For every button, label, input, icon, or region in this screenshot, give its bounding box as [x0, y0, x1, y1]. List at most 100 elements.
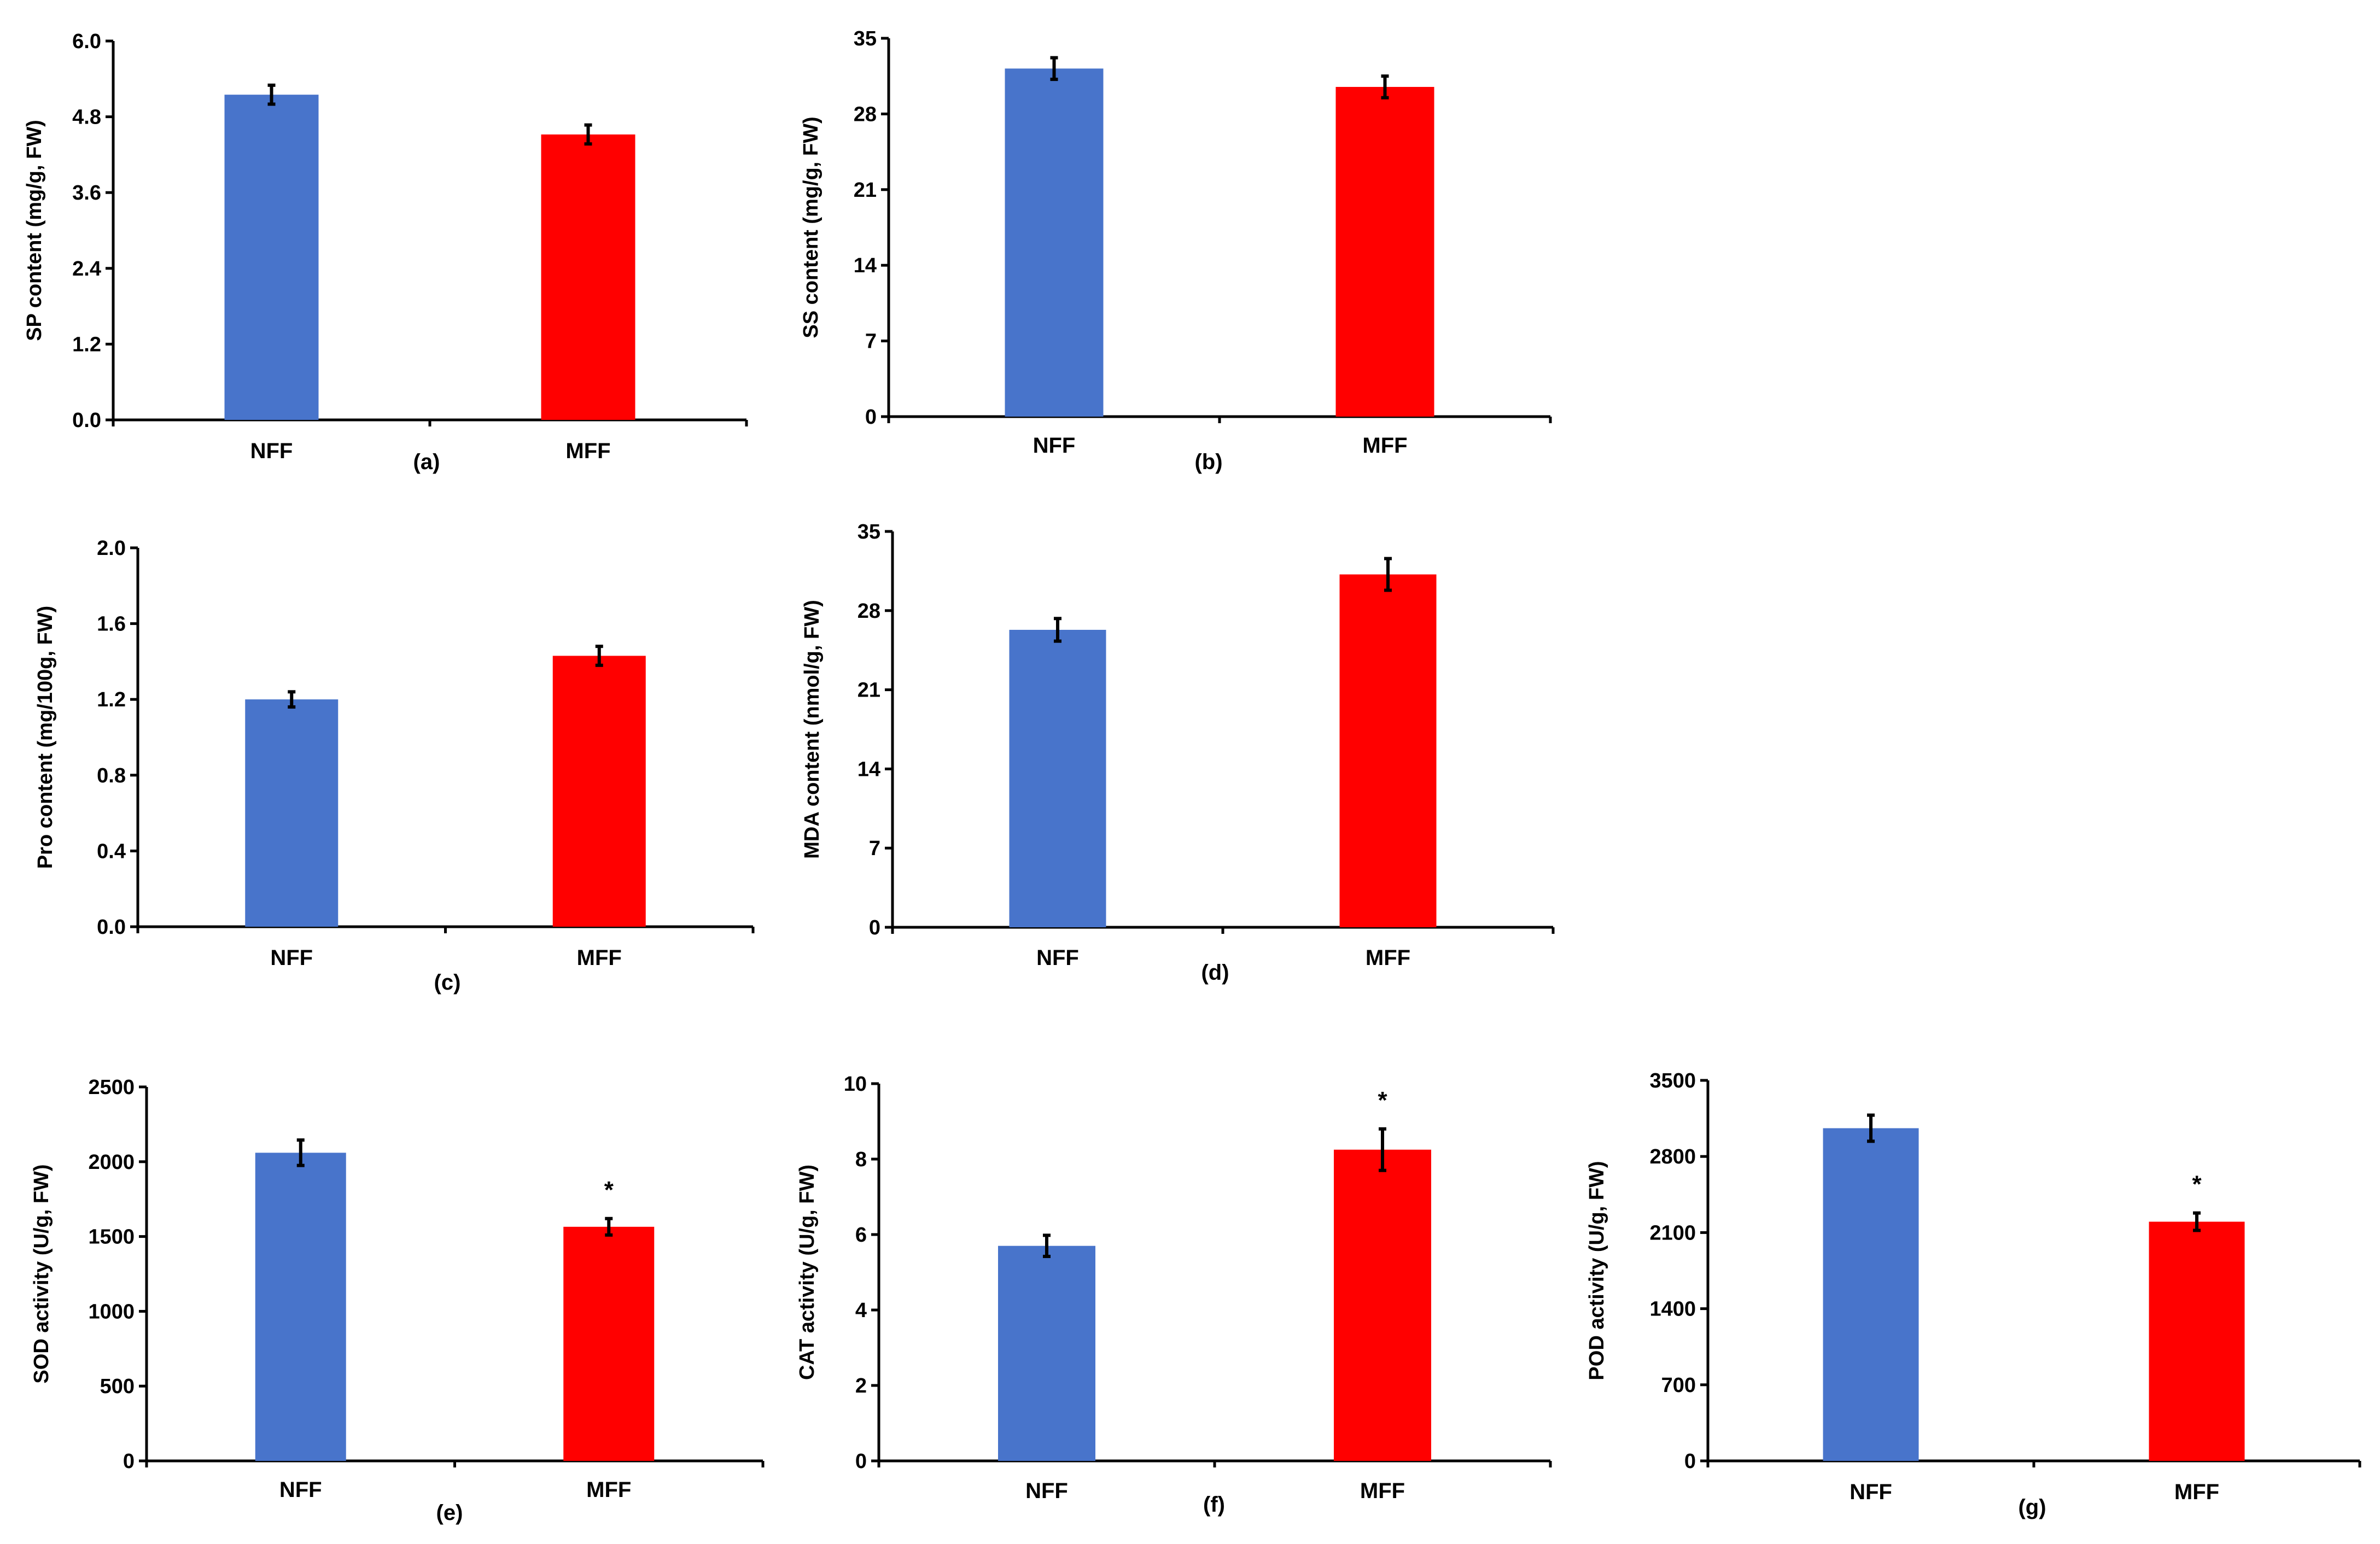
y-tick-label: 0.4: [97, 840, 126, 863]
y-tick-label: 2.4: [72, 258, 101, 280]
y-tick-label: 4.8: [72, 106, 101, 129]
x-category-label: MFF: [586, 1478, 631, 1502]
x-category-label: NFF: [1033, 434, 1076, 458]
y-tick-label: 0.8: [97, 764, 126, 787]
chart-panel-d: 0 7 14 21 28 35 NFF MFF MDA content (nmol/g, FW)…: [788, 508, 1575, 1001]
subplot-label: (f): [1203, 1493, 1225, 1517]
y-tick-label: 14: [854, 254, 877, 277]
y-tick-label: 1000: [88, 1300, 135, 1323]
bar-nff: [245, 699, 339, 927]
bar-mff: [1335, 86, 1434, 417]
subplot-label: (g): [2018, 1495, 2046, 1519]
x-category-label: MFF: [565, 439, 610, 463]
bar-mff: [1334, 1149, 1431, 1461]
y-tick-label: 14: [858, 758, 880, 781]
y-axis-title: SOD activity (U/g, FW): [30, 1164, 53, 1383]
bar-nff: [1009, 629, 1106, 927]
y-tick-label: 2800: [1649, 1145, 1696, 1168]
bar-nff: [1005, 68, 1104, 417]
subplot-label: (b): [1194, 450, 1222, 474]
y-tick-label: 7: [865, 330, 877, 353]
y-tick-label: 0: [123, 1450, 135, 1473]
y-tick-label: 6.0: [72, 30, 101, 53]
y-axis-title: MDA content (nmol/g, FW): [801, 600, 824, 859]
y-tick-label: 3.6: [72, 182, 101, 204]
x-category-label: MFF: [1360, 1479, 1405, 1503]
y-tick-label: 21: [854, 179, 877, 202]
chart-svg: 0 7 14 21 28 35 NFF MFF MDA content (nmol/g, FW)…: [801, 520, 1555, 985]
y-axis-title: CAT activity (U/g, FW): [796, 1165, 819, 1380]
bar-mff: [2149, 1221, 2245, 1461]
x-category-label: NFF: [250, 439, 293, 463]
chart-panel-c: 0.0 0.4 0.8 1.2 1.6 2.0 NFF MFF Pro content (mg/…: [0, 508, 788, 1001]
x-category-label: NFF: [270, 946, 313, 970]
y-tick-label: 10: [844, 1073, 867, 1096]
chart-svg: 0 700 1400 2100 2800 3500 NFF * MFF POD activity …: [1585, 1069, 2361, 1519]
x-category-label: MFF: [1366, 946, 1410, 970]
y-axis-title: POD activity (U/g, FW): [1585, 1161, 1608, 1380]
y-tick-label: 2.0: [97, 537, 126, 560]
bar-mff: [563, 1226, 655, 1461]
y-axis-title: Pro content (mg/100g, FW): [34, 606, 57, 869]
x-category-label: NFF: [1036, 946, 1079, 970]
y-tick-label: 2000: [88, 1151, 135, 1174]
y-tick-label: 1.2: [72, 333, 101, 356]
subplot-label: (c): [434, 970, 461, 995]
y-tick-label: 0.0: [97, 916, 126, 939]
bar-nff: [224, 95, 319, 420]
chart-svg: 0 7 14 21 28 35 NFF MFF SS content (mg/g, FW) (b): [800, 27, 1552, 474]
subplot-label: (e): [436, 1501, 463, 1525]
chart-panel-e: 0 500 1000 1500 2000 2500 NFF * MFF SOD activity …: [0, 1039, 788, 1544]
x-category-label: NFF: [1025, 1479, 1068, 1503]
y-tick-label: 500: [100, 1375, 135, 1398]
significance-marker: *: [2192, 1171, 2202, 1198]
y-tick-label: 2: [855, 1375, 867, 1397]
significance-marker: *: [1378, 1087, 1387, 1114]
y-tick-label: 2500: [88, 1076, 135, 1099]
x-category-label: NFF: [279, 1478, 322, 1502]
chart-panel-b: 0 7 14 21 28 35 NFF MFF SS content (mg/g, FW) (b): [788, 0, 1575, 492]
bar-nff: [998, 1245, 1095, 1461]
y-tick-label: 1.2: [97, 688, 126, 711]
x-category-label: MFF: [1362, 434, 1407, 458]
y-tick-label: 21: [858, 679, 880, 702]
y-axis-title: SS content (mg/g, FW): [800, 116, 822, 338]
y-tick-label: 8: [855, 1148, 867, 1171]
x-category-label: NFF: [1850, 1480, 1892, 1504]
y-tick-label: 28: [854, 103, 877, 126]
bar-mff: [1339, 574, 1437, 927]
y-axis-title: SP content (mg/g, FW): [23, 120, 46, 341]
y-tick-label: 3500: [1649, 1069, 1696, 1092]
bar-nff: [1823, 1128, 1919, 1461]
chart-svg: 0.0 0.4 0.8 1.2 1.6 2.0 NFF MFF Pro content (mg/…: [34, 537, 755, 995]
y-tick-label: 35: [854, 27, 877, 50]
bar-nff: [255, 1153, 346, 1461]
subplot-label: (d): [1201, 961, 1229, 985]
significance-marker: *: [604, 1177, 614, 1203]
chart-panel-a: 0.0 1.2 2.4 3.6 4.8 6.0 NFF MFF SP content (mg/g…: [0, 0, 788, 492]
y-tick-label: 0: [865, 406, 877, 429]
y-tick-label: 0.0: [72, 409, 101, 432]
chart-svg: 0.0 1.2 2.4 3.6 4.8 6.0 NFF MFF SP content (mg/g…: [23, 30, 748, 474]
y-tick-label: 0: [1684, 1450, 1696, 1473]
y-tick-label: 6: [855, 1224, 867, 1247]
bar-mff: [541, 134, 635, 420]
y-tick-label: 1500: [88, 1226, 135, 1249]
chart-panel-g: 0 700 1400 2100 2800 3500 NFF * MFF POD activity …: [1575, 1039, 2380, 1544]
chart-svg: 0 500 1000 1500 2000 2500 NFF * MFF SOD activity …: [30, 1076, 765, 1525]
y-tick-label: 28: [858, 600, 880, 623]
x-category-label: MFF: [2174, 1480, 2219, 1504]
y-tick-label: 0: [855, 1450, 867, 1473]
y-tick-label: 7: [869, 837, 880, 860]
x-category-label: MFF: [577, 946, 622, 970]
y-tick-label: 35: [858, 520, 880, 543]
bar-mff: [552, 656, 646, 927]
chart-panel-f: 0 2 4 6 8 10 NFF * MFF CAT activity (U/g, FW) (f): [788, 1039, 1575, 1544]
y-tick-label: 1.6: [97, 613, 126, 636]
y-tick-label: 700: [1661, 1374, 1696, 1397]
y-tick-label: 1400: [1649, 1298, 1696, 1321]
y-tick-label: 2100: [1649, 1221, 1696, 1244]
y-tick-label: 4: [855, 1299, 867, 1322]
y-tick-label: 0: [869, 916, 880, 939]
chart-svg: 0 2 4 6 8 10 NFF * MFF CAT activity (U/g, FW) (f): [796, 1073, 1552, 1517]
